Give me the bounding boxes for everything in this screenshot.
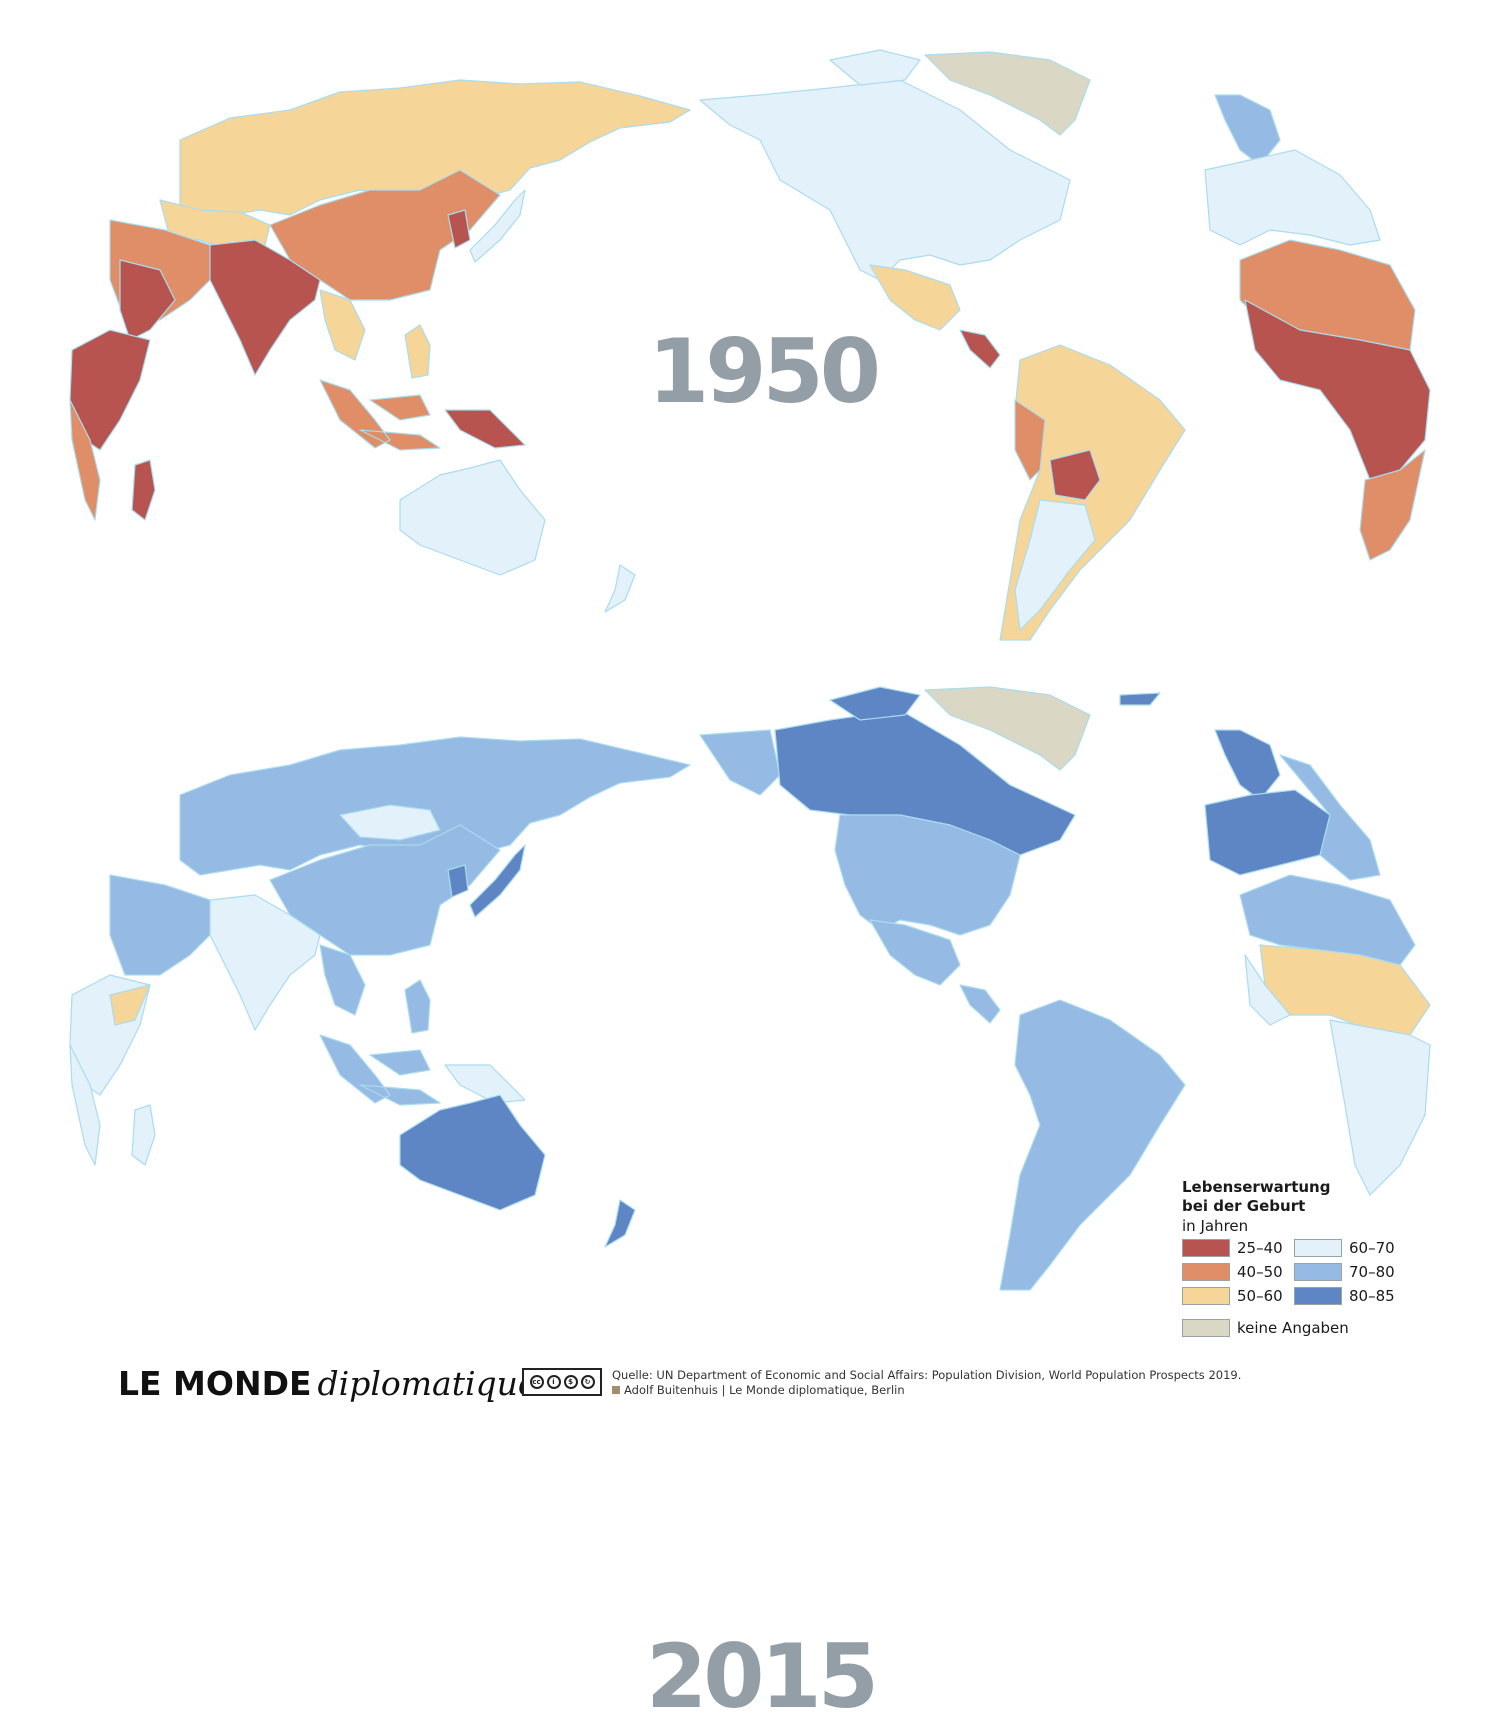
year-label-2015: 2015 [646, 1625, 879, 1728]
region-philippines [404, 324, 431, 379]
region-southern-africa-left [69, 399, 101, 521]
by-icon: i [546, 1375, 561, 1389]
legend-swatch [1182, 1263, 1230, 1281]
region-central-america [959, 984, 1001, 1024]
legend-title-line1: Lebenserwartung [1182, 1178, 1331, 1196]
cc-license-icon: cc i $ ↻ [522, 1368, 602, 1396]
legend-label: 25–40 [1237, 1239, 1283, 1257]
region-new-zealand [604, 1199, 636, 1248]
region-south-america [999, 999, 1186, 1291]
map-2015-svg [69, 686, 1431, 1291]
region-madagascar [131, 459, 156, 521]
legend-item-25-40: 25–40 [1182, 1238, 1283, 1258]
region-india [209, 894, 321, 1031]
region-peru [1014, 399, 1046, 481]
region-indonesia [319, 1034, 441, 1106]
region-se-asia [319, 289, 366, 361]
region-southern-africa-right [1329, 1019, 1431, 1196]
region-indonesia [319, 379, 441, 451]
legend-title-line2: bei der Geburt [1182, 1197, 1306, 1215]
map-1950-svg [69, 49, 1431, 641]
sa-icon: ↻ [580, 1375, 595, 1389]
credit-text: Adolf Buitenhuis | Le Monde diplomatique… [624, 1383, 905, 1397]
legend: Lebenserwartung bei der Geburt in Jahren… [1182, 1178, 1482, 1378]
legend-label: 80–85 [1349, 1287, 1395, 1305]
region-arctic-islands [829, 49, 921, 86]
legend-swatch [1182, 1239, 1230, 1257]
legend-swatch [1182, 1287, 1230, 1305]
region-mongolia [339, 804, 441, 841]
brand-italic: diplomatique [317, 1364, 538, 1403]
region-central-america [959, 329, 1001, 369]
region-korea [447, 209, 471, 249]
region-somalia [109, 984, 151, 1026]
region-southern-africa-left [69, 1044, 101, 1166]
region-alaska [699, 729, 781, 796]
region-middle-east [109, 874, 216, 976]
brand-bold: LE MONDE [118, 1364, 312, 1403]
region-scandinavia [1214, 94, 1281, 166]
region-scandinavia [1214, 729, 1281, 801]
region-west-africa-coast [1244, 954, 1291, 1026]
region-australia [399, 459, 546, 576]
region-india [209, 239, 321, 376]
region-russia [179, 79, 691, 221]
legend-label: 60–70 [1349, 1239, 1395, 1257]
region-argentina [1014, 499, 1096, 631]
map-1950: 1950 [0, 0, 1500, 665]
legend-swatch [1294, 1287, 1342, 1305]
region-alaska-canada [699, 79, 1071, 281]
brand-logo: LE MONDE diplomatique [118, 1364, 537, 1403]
legend-label: 50–60 [1237, 1287, 1283, 1305]
legend-item-60-70: 60–70 [1294, 1238, 1395, 1258]
legend-swatch [1294, 1239, 1342, 1257]
region-bolivia [1049, 449, 1101, 501]
year-label-1950: 1950 [648, 320, 881, 423]
source-note: Quelle: UN Department of Economic and So… [612, 1368, 1241, 1398]
region-mexico [869, 919, 961, 986]
region-png [444, 1064, 526, 1104]
credit-marker-icon [612, 1386, 620, 1394]
region-madagascar [131, 1104, 156, 1166]
credit-line: Adolf Buitenhuis | Le Monde diplomatique… [612, 1383, 1241, 1398]
legend-item-no-data: keine Angaben [1182, 1318, 1349, 1338]
region-japan [469, 189, 526, 263]
legend-item-70-80: 70–80 [1294, 1262, 1395, 1282]
legend-label: 40–50 [1237, 1263, 1283, 1281]
region-australia [399, 1094, 546, 1211]
region-eastern-europe [1279, 754, 1381, 881]
legend-item-80-85: 80–85 [1294, 1286, 1395, 1306]
region-europe [1204, 149, 1381, 246]
region-png [444, 409, 526, 449]
region-philippines [404, 979, 431, 1034]
legend-item-50-60: 50–60 [1182, 1286, 1283, 1306]
legend-item-40-50: 40–50 [1182, 1262, 1283, 1282]
region-usa [834, 814, 1021, 936]
region-russia [179, 736, 691, 876]
cc-icon: cc [529, 1375, 544, 1389]
source-text: Quelle: UN Department of Economic and So… [612, 1368, 1242, 1382]
legend-label: keine Angaben [1237, 1319, 1349, 1337]
region-arctic-islands [829, 686, 1161, 721]
region-arabia [119, 259, 176, 341]
region-greenland [924, 51, 1091, 136]
legend-subtitle: in Jahren [1182, 1217, 1249, 1235]
region-southern-africa-right [1359, 449, 1426, 561]
region-new-zealand [604, 564, 636, 613]
legend-label: 70–80 [1349, 1263, 1395, 1281]
legend-swatch [1294, 1263, 1342, 1281]
region-greenland [924, 686, 1091, 771]
map-2015: 2015 [0, 665, 1500, 1728]
region-mexico [869, 264, 961, 331]
legend-grid: 25–40 40–50 50–60 60–70 70–80 80–85 kein… [1182, 1238, 1482, 1378]
region-western-europe [1204, 789, 1331, 876]
region-se-asia [319, 944, 366, 1016]
legend-swatch [1182, 1319, 1230, 1337]
region-japan [447, 844, 526, 918]
nc-icon: $ [563, 1375, 578, 1389]
